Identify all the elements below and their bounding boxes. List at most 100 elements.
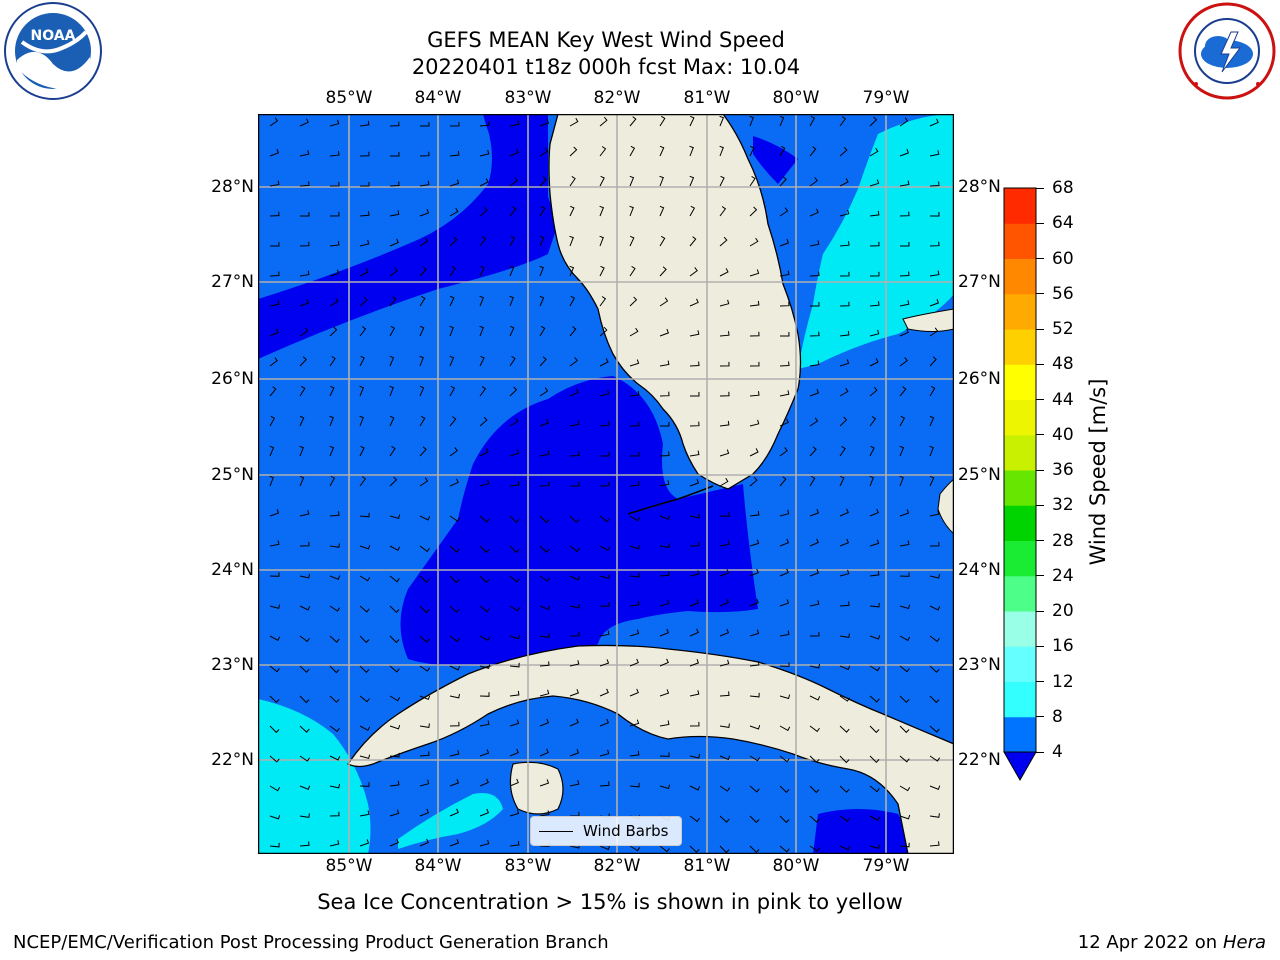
wind-barb	[899, 445, 905, 457]
wind-barb	[329, 755, 341, 761]
wind-barb	[509, 662, 520, 668]
wind-barb	[539, 661, 550, 667]
wind-barb	[749, 269, 760, 277]
wind-barb	[389, 809, 400, 817]
colorbar-band	[1004, 258, 1036, 295]
wind-barb	[569, 515, 580, 523]
axis-tick-label: 28°N	[958, 177, 1001, 197]
wind-barb	[389, 545, 401, 551]
wind-barb	[899, 755, 910, 763]
wind-barb	[839, 301, 850, 307]
wind-barb	[419, 446, 427, 457]
wind-barb	[629, 265, 636, 277]
florida-land	[548, 114, 802, 490]
wind-barb	[569, 749, 580, 757]
wind-barb	[839, 695, 851, 702]
wind-barb	[569, 388, 579, 397]
wind-barb	[809, 600, 820, 607]
axis-tick-label: 81°W	[683, 856, 731, 876]
wind-barb	[329, 665, 340, 674]
colorbar-tick-mark	[1036, 222, 1044, 224]
wind-barb	[779, 418, 789, 427]
wind-barb	[629, 296, 638, 307]
wind-barb	[509, 449, 520, 457]
wind-barb	[749, 300, 760, 307]
colorbar-tick-mark	[1036, 610, 1044, 612]
wind-barb	[329, 415, 334, 427]
wind-barb	[779, 509, 790, 517]
wind-barb	[629, 658, 639, 667]
wind-barb	[419, 415, 426, 427]
wind-barb	[929, 445, 934, 457]
wind-barb	[599, 296, 607, 307]
wind-barb	[719, 723, 730, 728]
wind-barb	[599, 718, 610, 727]
wind-barb	[449, 265, 456, 277]
wind-barb	[749, 845, 760, 854]
wind-barb	[839, 755, 850, 764]
wind-barb	[629, 845, 641, 852]
wind-barb	[269, 540, 280, 547]
wind-barb	[329, 811, 340, 817]
wind-barb	[449, 150, 460, 157]
wind-barb	[839, 116, 847, 127]
wind-barb	[359, 415, 364, 427]
colorbar-band	[1004, 716, 1036, 753]
wind-barb	[899, 271, 910, 277]
wind-barb	[749, 331, 760, 337]
wind-barb	[929, 415, 935, 427]
wind-barb	[689, 570, 700, 577]
wind-barb	[449, 665, 461, 671]
wind-barb	[659, 266, 667, 277]
wind-barb	[419, 665, 431, 672]
wind-barb	[869, 475, 875, 487]
wind-barb	[689, 785, 701, 791]
wind-barb	[869, 386, 878, 397]
wind-barb	[689, 175, 695, 187]
wind-barb	[359, 355, 365, 367]
wind-barb	[749, 660, 760, 667]
wind-barb	[389, 752, 400, 758]
wind-barb	[809, 509, 820, 517]
wind-barb	[479, 692, 490, 697]
wind-barb	[869, 416, 877, 427]
wind-barb	[809, 417, 819, 427]
wind-barb	[449, 325, 454, 337]
wind-barb	[479, 178, 489, 187]
wind-barb	[659, 360, 670, 367]
wind-barb	[269, 665, 280, 673]
colorbar-underflow-triangle	[1003, 751, 1037, 782]
wind-barb	[809, 815, 820, 823]
wind-barb	[569, 205, 575, 217]
wind-barb	[689, 145, 694, 157]
wind-barb	[930, 211, 940, 217]
wind-barb	[509, 325, 515, 337]
wind-barb	[659, 752, 670, 757]
wind-barb	[329, 119, 340, 127]
wind-barb	[419, 723, 430, 728]
wind-barb	[329, 240, 340, 247]
footer-date-text: 12 Apr 2022 on	[1077, 932, 1223, 953]
wind-barb	[779, 115, 785, 127]
wind-barb	[539, 265, 544, 277]
wind-barb	[389, 415, 395, 427]
wind-barb	[360, 181, 370, 187]
wind-barb	[929, 241, 940, 247]
axis-tick-label: 83°W	[504, 88, 552, 108]
wind-barb	[629, 451, 640, 457]
wind-barb	[869, 301, 880, 307]
wind-barb	[779, 176, 787, 187]
wind-barb	[359, 385, 365, 397]
wind-barb	[929, 385, 936, 397]
wind-barb	[719, 569, 730, 577]
colorbar-band	[1004, 611, 1036, 647]
wind-barb	[629, 600, 640, 607]
wind-barb	[329, 151, 340, 157]
wind-barb	[389, 605, 400, 614]
wind-barb	[839, 178, 849, 187]
wind-barb	[779, 662, 790, 667]
wind-barb	[569, 326, 577, 337]
wind-barb	[659, 205, 665, 217]
wind-barb	[779, 145, 786, 157]
wind-barb	[299, 813, 310, 818]
